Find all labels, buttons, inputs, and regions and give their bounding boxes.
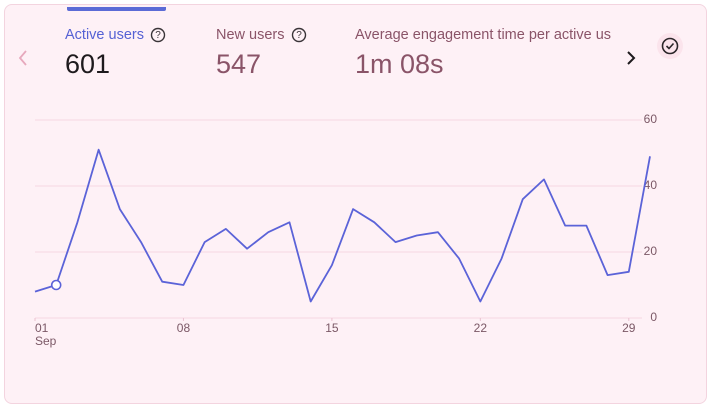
tab-label: New users bbox=[216, 27, 285, 43]
svg-text:?: ? bbox=[155, 30, 161, 41]
y-tick-label: 40 bbox=[644, 178, 658, 192]
tab-value: 1m 08s bbox=[355, 49, 444, 79]
chart: 0 20 40 60 01 08 15 22 29 Sep bbox=[18, 33, 683, 348]
prev-arrow[interactable] bbox=[18, 50, 27, 66]
card: Active users ? 601 New users ? 547 Avera… bbox=[4, 4, 707, 404]
svg-text:?: ? bbox=[296, 30, 302, 41]
highlight-point bbox=[50, 279, 62, 291]
next-arrow[interactable] bbox=[627, 51, 636, 65]
y-tick-label: 60 bbox=[644, 112, 658, 126]
metric-tab[interactable]: Average engagement time per active us 1m… bbox=[355, 27, 615, 80]
help-icon[interactable]: ? bbox=[291, 27, 307, 43]
selected-tab-indicator bbox=[67, 7, 166, 11]
x-tick-label: 15 bbox=[325, 321, 339, 335]
series-line bbox=[34, 148, 651, 303]
metric-tab[interactable]: Active users ? 601 bbox=[65, 27, 166, 80]
y-tick-label: 0 bbox=[650, 310, 657, 324]
y-tick-label: 20 bbox=[644, 244, 658, 258]
check-icon[interactable] bbox=[657, 33, 683, 59]
x-tick-label: 08 bbox=[177, 321, 191, 335]
help-icon[interactable]: ? bbox=[150, 27, 166, 43]
tab-label: Average engagement time per active us bbox=[355, 27, 612, 43]
metric-tab[interactable]: New users ? 547 bbox=[216, 27, 307, 80]
x-sublabel: Sep bbox=[35, 334, 57, 348]
tab-value: 547 bbox=[216, 49, 262, 79]
x-tick-label: 29 bbox=[622, 321, 636, 335]
tab-value: 601 bbox=[65, 49, 111, 79]
x-tick-label: 22 bbox=[474, 321, 488, 335]
tab-label: Active users bbox=[65, 27, 144, 43]
x-tick-label: 01 bbox=[35, 321, 49, 335]
